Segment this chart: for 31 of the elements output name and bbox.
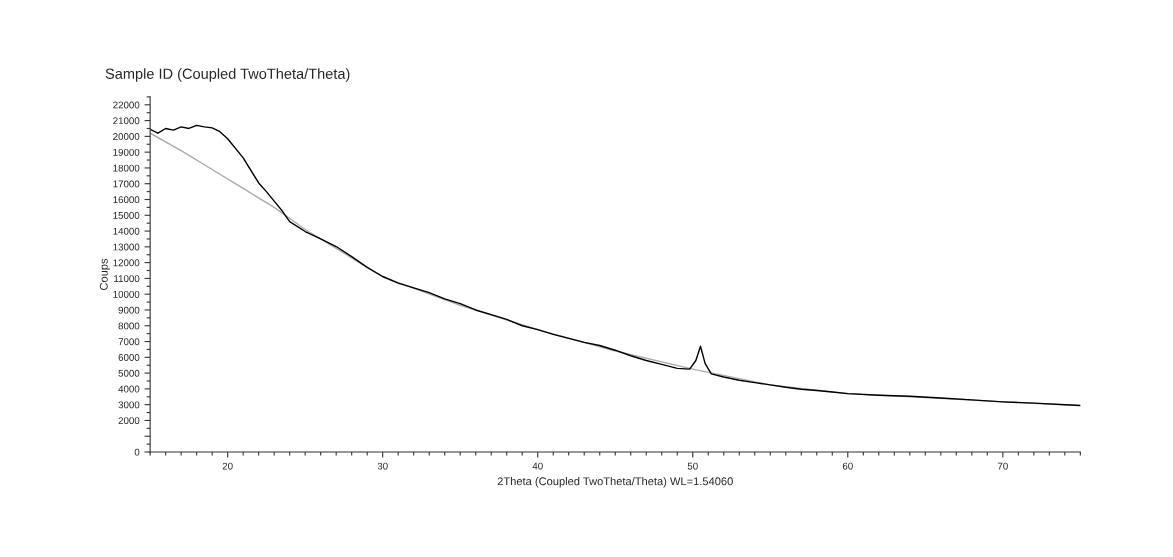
y-tick-label: 10000 <box>113 290 140 298</box>
y-tick-label: 3000 <box>118 401 140 409</box>
y-tick-label: 13000 <box>113 243 140 251</box>
y-tick-label: 11000 <box>114 275 140 283</box>
y-tick-label: 16000 <box>113 196 140 204</box>
x-tick-label: 20 <box>222 462 233 470</box>
y-tick-label: 8000 <box>118 322 140 330</box>
y-tick-label: 22000 <box>113 101 140 109</box>
y-tick-label: 18000 <box>113 164 140 172</box>
y-tick-label: 12000 <box>113 259 140 267</box>
x-tick-label: 50 <box>687 462 698 470</box>
x-tick-label: 30 <box>377 462 388 470</box>
chart-title: Sample ID (Coupled TwoTheta/Theta) <box>105 68 350 82</box>
y-axis-title: Coups <box>99 258 110 290</box>
y-tick-label: 2000 <box>118 417 140 425</box>
y-tick-label: 7000 <box>118 338 140 346</box>
y-tick-label: 15000 <box>113 212 140 219</box>
x-axis-title: 2Theta (Coupled TwoTheta/Theta) WL=1.54060 <box>497 477 733 488</box>
y-tick-label: 0 <box>134 448 140 456</box>
y-tick-label: 4000 <box>118 385 140 393</box>
y-tick-label: 14000 <box>113 227 140 235</box>
y-tick-label: 20000 <box>113 133 140 140</box>
y-tick-label: 17000 <box>113 180 140 188</box>
y-tick-label: 5000 <box>118 369 140 377</box>
x-tick-label: 40 <box>532 462 543 470</box>
y-tick-label: 9000 <box>118 306 140 314</box>
y-tick-label: 21000 <box>113 117 140 125</box>
x-tick-label: 70 <box>997 462 1008 470</box>
x-tick-label: 60 <box>842 462 853 470</box>
y-tick-label: 19000 <box>113 148 140 156</box>
y-tick-label: 6000 <box>118 354 140 361</box>
